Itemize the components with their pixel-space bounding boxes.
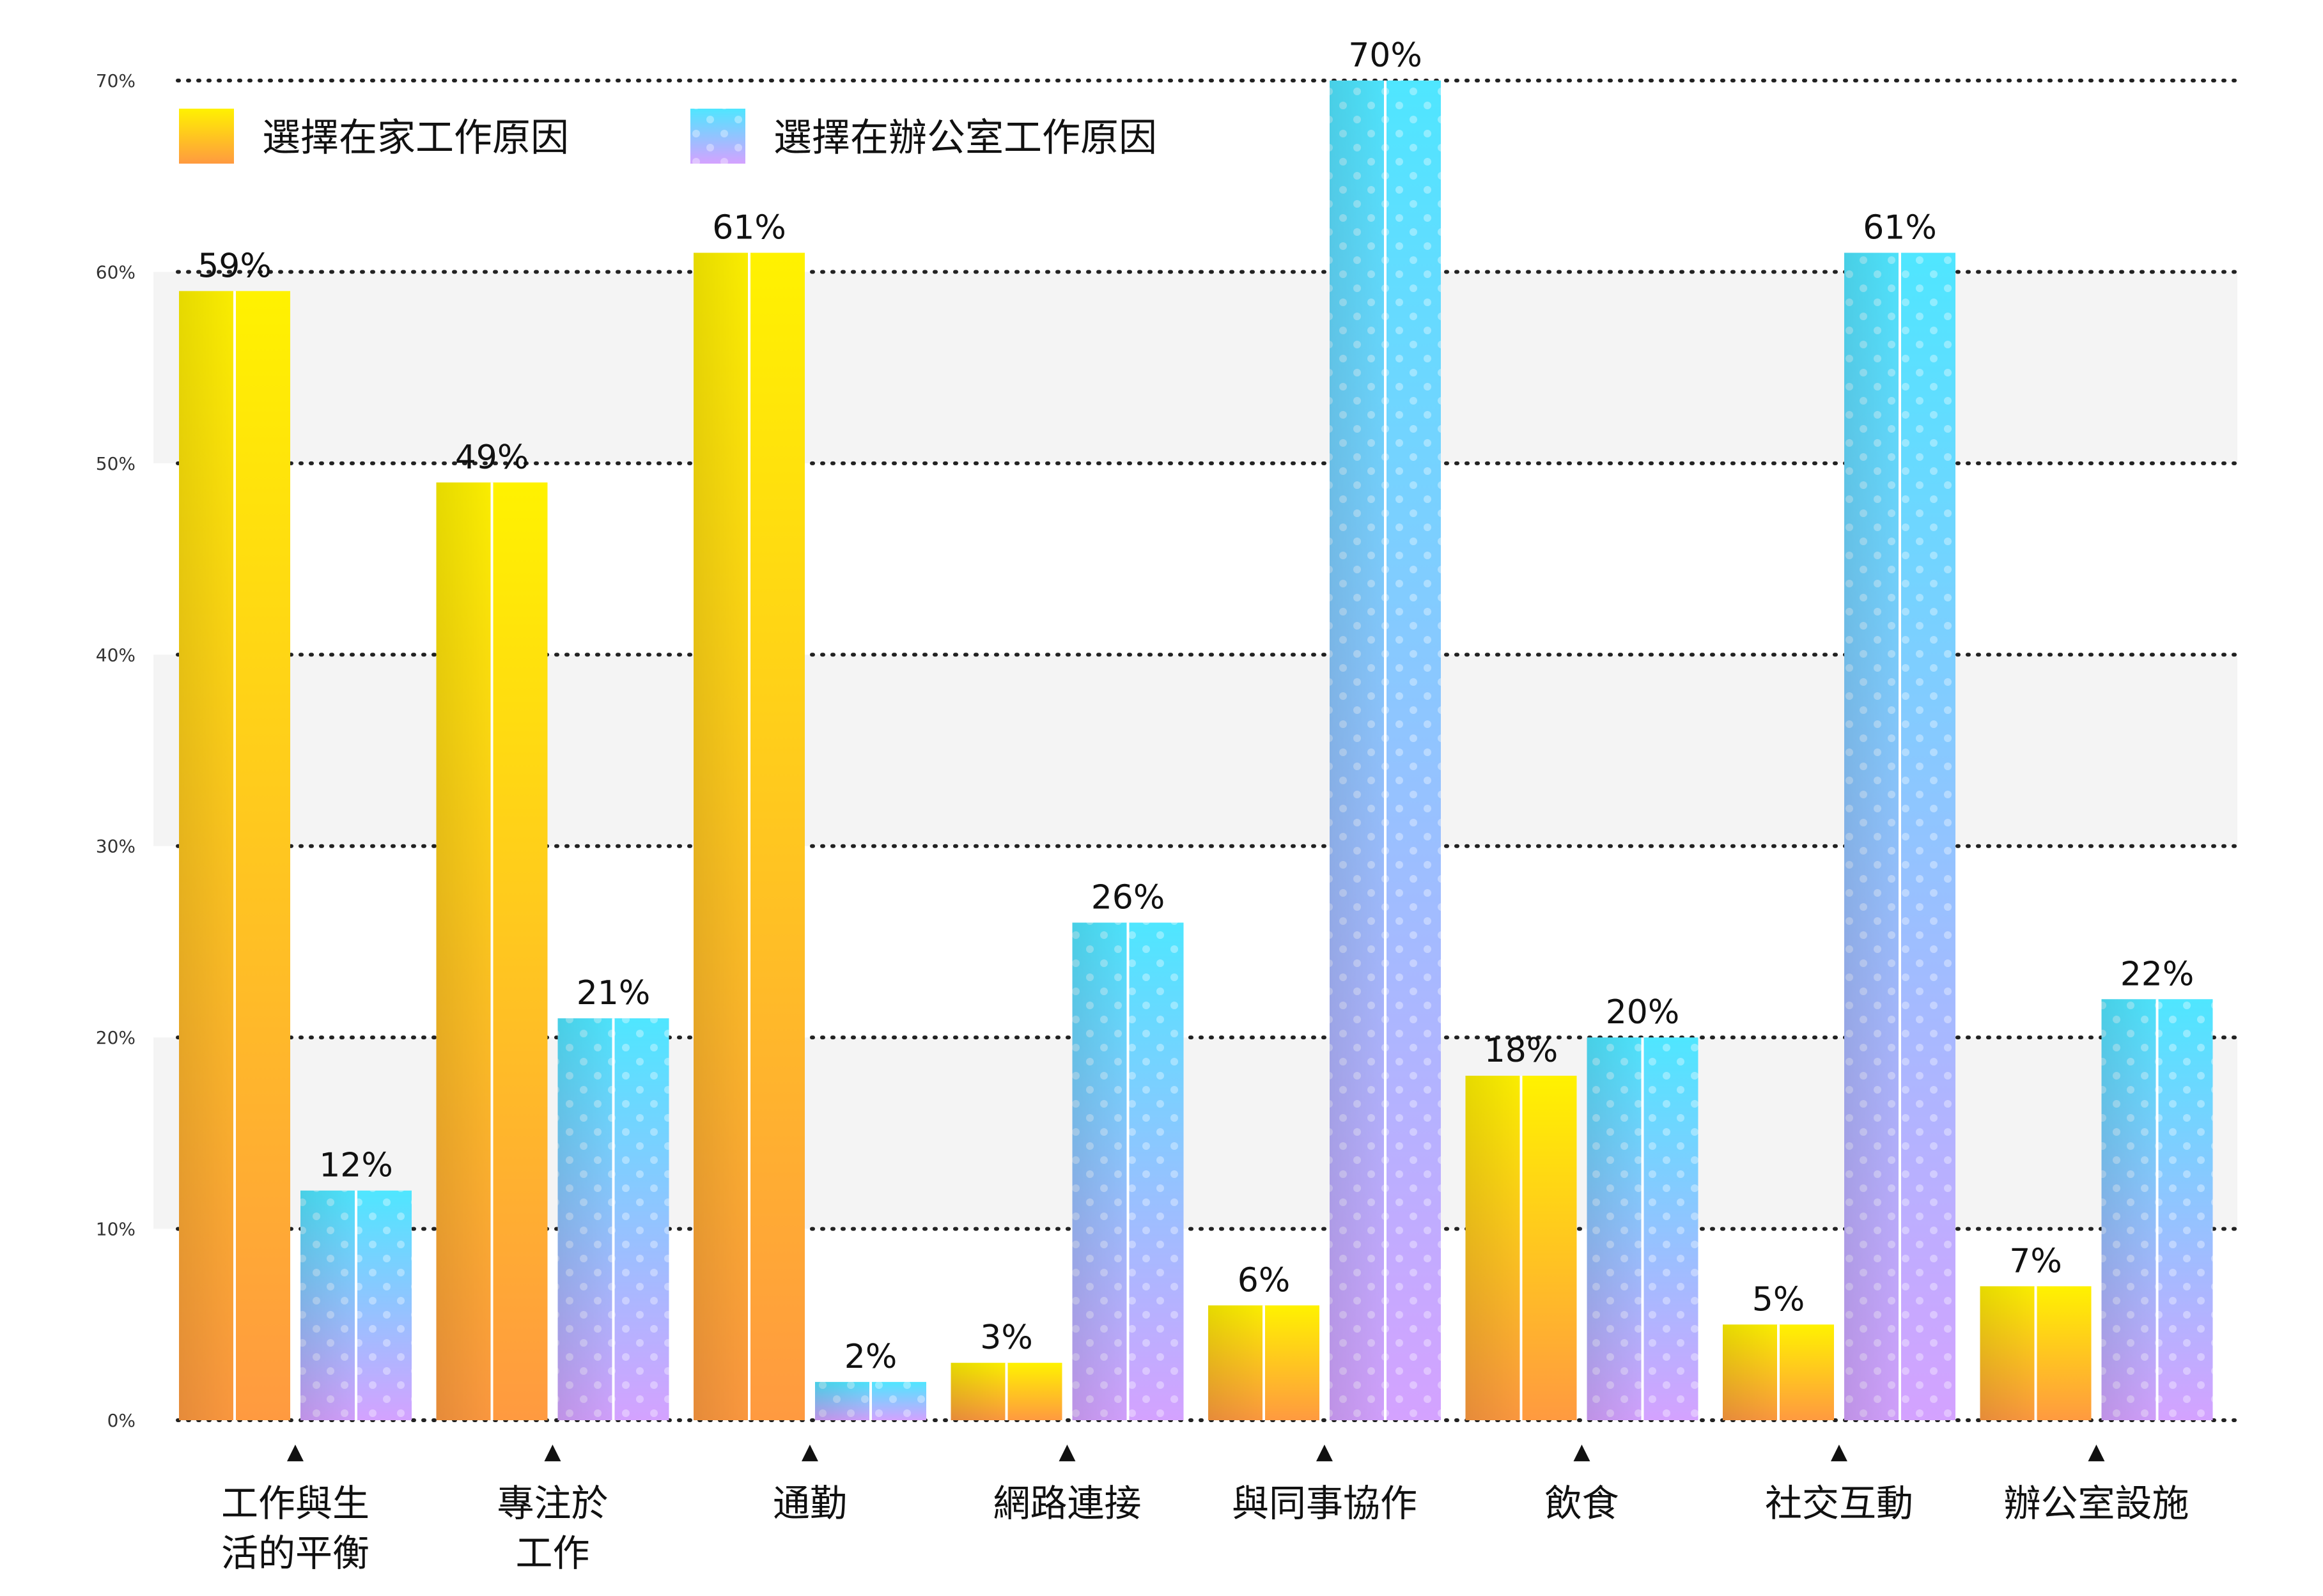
bar-shade — [2101, 999, 2157, 1420]
bar-shade — [557, 1018, 614, 1420]
bar-value-label: 18% — [1484, 1032, 1558, 1070]
bar-home — [179, 291, 290, 1420]
y-tick-label: 10% — [96, 1219, 136, 1240]
bar-shade — [951, 1363, 1007, 1420]
bar-shade — [300, 1190, 356, 1420]
bar-home — [1723, 1324, 1834, 1420]
bar-value-label: 49% — [455, 438, 529, 477]
y-tick-label: 50% — [96, 453, 136, 474]
triangle-marker: ▲ — [1059, 1439, 1076, 1464]
bar-shade — [1330, 81, 1385, 1420]
bar-office — [1844, 252, 1955, 1420]
bar-office — [815, 1382, 926, 1420]
bar-shade — [1844, 252, 1900, 1420]
bar-value-label: 5% — [1752, 1280, 1805, 1319]
y-tick-label: 60% — [96, 261, 136, 283]
triangle-marker: ▲ — [1573, 1439, 1590, 1464]
bar-shade — [1465, 1076, 1521, 1420]
bar-home — [436, 482, 548, 1420]
bar-shade — [1208, 1305, 1264, 1420]
bar-value-label: 61% — [712, 208, 786, 247]
category-label: 辦公室設施 — [2003, 1482, 2189, 1525]
legend-label: 選擇在家工作原因 — [262, 116, 569, 160]
bar-home — [1465, 1076, 1577, 1420]
triangle-marker: ▲ — [287, 1439, 304, 1464]
triangle-marker: ▲ — [2088, 1439, 2105, 1464]
bar-value-label: 7% — [2009, 1242, 2062, 1280]
legend: 選擇在家工作原因 選擇在辦公室工作原因 — [179, 109, 1157, 164]
bar-shade — [1072, 922, 1128, 1420]
category-label: 飲食 — [1544, 1482, 1619, 1525]
bar-office — [1587, 1037, 1698, 1420]
y-axis-ticks: 0% 10% 20% 30% 40% 50% 60% 70% — [96, 70, 136, 1431]
legend-swatch — [179, 109, 234, 164]
legend-swatch-dots — [690, 109, 745, 164]
bar-value-label: 61% — [1863, 208, 1937, 247]
category-label: 網路連接 — [993, 1482, 1141, 1525]
bars — [179, 81, 2213, 1420]
legend-label: 選擇在辦公室工作原因 — [773, 116, 1157, 160]
y-tick-label: 20% — [96, 1027, 136, 1048]
y-tick-label: 0% — [107, 1410, 136, 1431]
bar-home — [694, 252, 805, 1420]
category-label: 活的平衡 — [221, 1531, 369, 1575]
bar-office — [1072, 922, 1184, 1420]
category-label: 與同事協作 — [1232, 1482, 1417, 1525]
bar-value-label: 2% — [844, 1338, 897, 1376]
bar-office — [557, 1018, 669, 1420]
bar-office — [2101, 999, 2213, 1420]
bar-value-label: 3% — [980, 1319, 1033, 1357]
legend-item-home: 選擇在家工作原因 — [179, 109, 569, 164]
category-label: 工作 — [515, 1531, 589, 1575]
bar-home — [1208, 1305, 1319, 1420]
triangle-marker: ▲ — [1831, 1439, 1848, 1464]
bar-value-label: 59% — [198, 247, 272, 285]
bar-value-label: 21% — [577, 974, 651, 1012]
category-label: 工作與生 — [221, 1482, 369, 1525]
category-label: 通勤 — [773, 1482, 847, 1525]
y-tick-label: 70% — [96, 70, 136, 91]
bar-shade — [1723, 1324, 1778, 1420]
bar-value-label: 70% — [1348, 36, 1422, 75]
triangle-marker: ▲ — [802, 1439, 819, 1464]
bar-shade — [436, 482, 492, 1420]
bar-home — [951, 1363, 1062, 1420]
bar-value-label: 20% — [1606, 993, 1680, 1032]
triangle-marker: ▲ — [544, 1439, 561, 1464]
bar-value-label: 12% — [319, 1147, 393, 1185]
bar-office — [300, 1190, 412, 1420]
triangle-marker: ▲ — [1316, 1439, 1333, 1464]
bar-shade — [694, 252, 749, 1420]
bar-value-label: 6% — [1238, 1261, 1291, 1299]
bar-office — [1330, 81, 1441, 1420]
bar-shade — [1980, 1286, 2036, 1420]
bar-value-label: 26% — [1091, 878, 1165, 917]
data-labels: 59% 12% 49% 21% 61% 2% 3% 26% 6% 70% 18% 20% 5% 61% 7%… — [198, 36, 2194, 1376]
bar-shade — [815, 1382, 871, 1420]
category-label: 社交互動 — [1765, 1482, 1913, 1525]
y-tick-label: 40% — [96, 644, 136, 665]
bar-value-label: 22% — [2120, 955, 2195, 993]
bar-shade — [1587, 1037, 1643, 1420]
category-label: 專注於 — [497, 1482, 608, 1525]
bar-shade — [179, 291, 235, 1420]
y-tick-label: 30% — [96, 836, 136, 857]
bar-home — [1980, 1286, 2092, 1420]
legend-item-office: 選擇在辦公室工作原因 — [690, 109, 1157, 164]
